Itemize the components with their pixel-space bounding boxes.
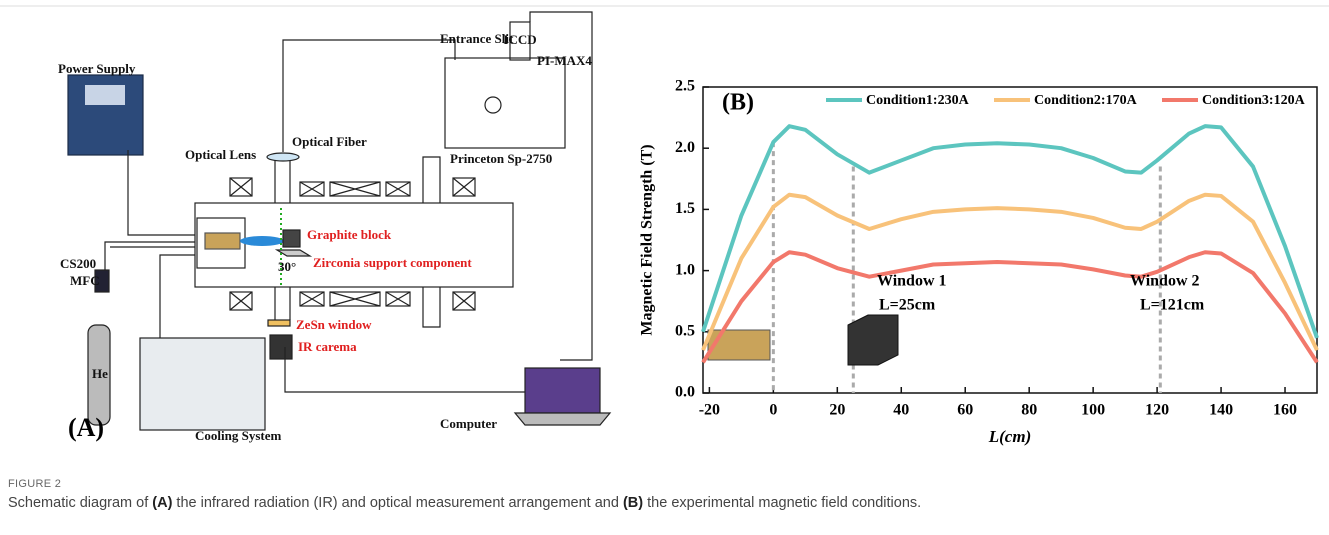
legend-label: Condition2:170A — [1034, 93, 1138, 108]
figure-label: FIGURE 2 — [8, 478, 1318, 490]
lens — [267, 153, 299, 161]
panel-a — [68, 12, 610, 430]
grating — [485, 97, 501, 113]
panel-label: (B) — [722, 90, 754, 116]
caption-text: Schematic diagram of (A) the infrared ra… — [8, 495, 1318, 511]
y-tick-label: 1.0 — [675, 261, 695, 278]
spectrometer — [445, 58, 565, 148]
panel-label: (A) — [68, 413, 104, 442]
annotation: Window 2 — [1130, 273, 1200, 290]
diagram-label: Computer — [440, 416, 497, 431]
diagram-label: He — [92, 366, 108, 381]
panel — [85, 85, 125, 105]
legend-label: Condition3:120A — [1202, 93, 1306, 108]
torch — [205, 233, 240, 249]
gas-line — [105, 242, 195, 270]
annotation: L=121cm — [1140, 297, 1205, 314]
legend-label: Condition1:230A — [866, 93, 970, 108]
ir-camera — [270, 335, 292, 359]
caption-part: the experimental magnetic field conditio… — [643, 495, 921, 511]
caption-part: (B) — [623, 495, 643, 511]
chamber — [195, 203, 513, 287]
diagram-label: ZeSn window — [296, 317, 372, 332]
x-axis-label: L(cm) — [988, 427, 1031, 446]
x-tick-label: 0 — [769, 402, 777, 419]
x-tick-label: 160 — [1273, 402, 1297, 419]
diagram-label: Optical Lens — [185, 147, 256, 162]
laptop — [525, 368, 600, 413]
y-tick-label: 0.5 — [675, 322, 695, 339]
series-line — [703, 126, 1317, 338]
y-tick-label: 2.0 — [675, 139, 695, 156]
diagram-label: Zirconia support component — [313, 255, 472, 270]
series-line — [703, 252, 1317, 362]
laptop-base — [515, 413, 610, 425]
x-tick-label: 60 — [957, 402, 973, 419]
x-tick-label: 140 — [1209, 402, 1233, 419]
diagram-label: Power Supply — [58, 61, 136, 76]
diagram-label: Graphite block — [307, 227, 392, 242]
cooler — [140, 338, 265, 430]
x-tick-label: 80 — [1021, 402, 1037, 419]
y-tick-label: 0.0 — [675, 384, 695, 401]
caption-part: (A) — [152, 495, 172, 511]
series-line — [703, 195, 1317, 350]
caption-part: Schematic diagram of — [8, 495, 152, 511]
wire — [128, 150, 195, 235]
x-tick-label: 20 — [829, 402, 845, 419]
diagram-label: Cooling System — [195, 428, 281, 443]
window — [268, 320, 290, 326]
annotation: L=25cm — [879, 297, 936, 314]
annotation: Window 1 — [877, 273, 947, 290]
diagram-label: 30° — [278, 259, 296, 274]
diagram-label: Optical Fiber — [292, 134, 367, 149]
y-axis-label: Magnetic Field Strength (T) — [639, 144, 656, 335]
page: Power SupplyEntrance SlitICCDPI-MAX4Opti… — [0, 0, 1329, 535]
diagram-label: CS200 — [60, 256, 96, 271]
x-tick-label: 120 — [1145, 402, 1169, 419]
plasma — [240, 236, 284, 246]
x-tick-label: -20 — [699, 402, 720, 419]
diagram-label: IR carema — [298, 339, 357, 354]
y-tick-label: 1.5 — [675, 200, 695, 217]
x-tick-label: 100 — [1081, 402, 1105, 419]
diagram-label: Princeton Sp-2750 — [450, 151, 552, 166]
x-tick-label: 40 — [893, 402, 909, 419]
y-tick-label: 2.5 — [675, 78, 695, 95]
graphite-block — [283, 230, 300, 247]
diagram-label: ICCD — [503, 32, 536, 47]
diagram-label: MFC — [70, 273, 100, 288]
torch-image — [708, 330, 770, 360]
cube-image — [848, 315, 898, 365]
diagram-label: PI-MAX4 — [537, 53, 592, 68]
caption-part: the infrared radiation (IR) and optical … — [172, 495, 623, 511]
caption: FIGURE 2 Schematic diagram of (A) the in… — [8, 478, 1318, 511]
